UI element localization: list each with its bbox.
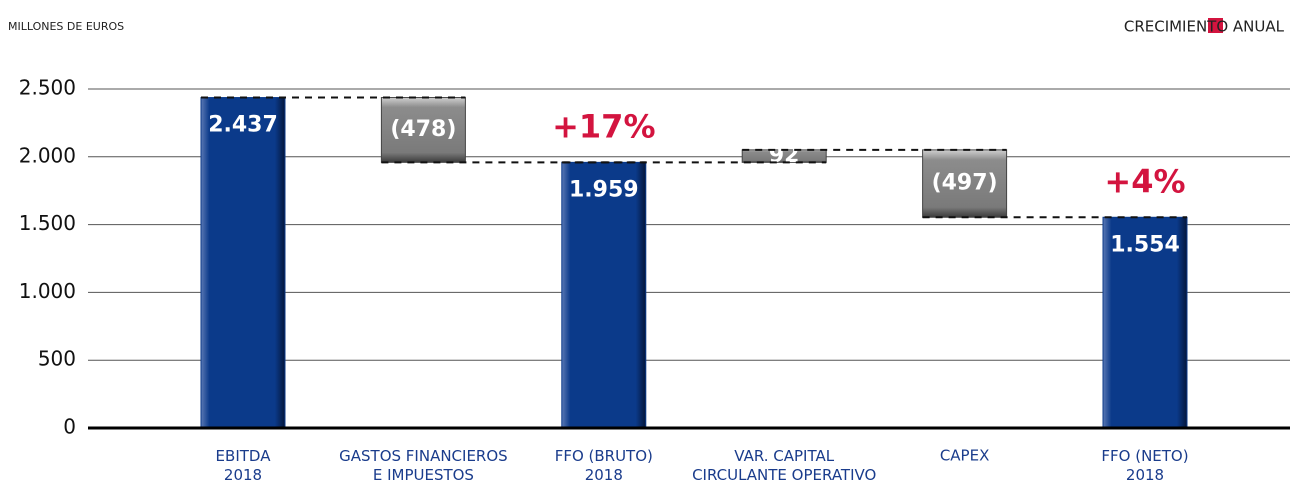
legend-label: CRECIMIENTO ANUAL: [1124, 18, 1285, 36]
value-label: 1.959: [569, 177, 639, 202]
x-tick-label: GASTOS FINANCIEROS E IMPUESTOS: [339, 447, 508, 484]
bar: [561, 161, 647, 429]
bar: [922, 149, 1008, 218]
growth-label: +4%: [1104, 162, 1185, 200]
x-tick-label: VAR. CAPITAL CIRCULANTE OPERATIVO: [692, 447, 876, 484]
x-tick-label: EBITDA 2018: [216, 447, 272, 484]
value-label: (478): [390, 117, 456, 142]
value-label: 1.554: [1110, 232, 1180, 257]
bar: [1102, 216, 1188, 429]
legend-swatch: [1208, 18, 1223, 33]
y-tick-label: 0: [63, 415, 76, 439]
x-tick-label: CAPEX: [940, 447, 990, 465]
y-tick-label: 500: [38, 347, 76, 371]
value-label: 2.437: [208, 113, 278, 138]
x-tick-label: FFO (NETO) 2018: [1101, 447, 1188, 484]
x-tick-label: FFO (BRUTO) 2018: [555, 447, 653, 484]
y-tick-label: 1.500: [19, 211, 76, 235]
y-tick-label: 2.000: [19, 143, 76, 167]
bar: [200, 97, 286, 429]
growth-label: +17%: [552, 107, 655, 145]
value-label: (497): [932, 171, 998, 196]
y-axis-label: MILLONES DE EUROS: [8, 20, 124, 33]
y-tick-label: 1.000: [19, 279, 76, 303]
y-tick-label: 2.500: [19, 76, 76, 100]
value-label: 92: [769, 143, 800, 168]
bar: [380, 97, 466, 163]
